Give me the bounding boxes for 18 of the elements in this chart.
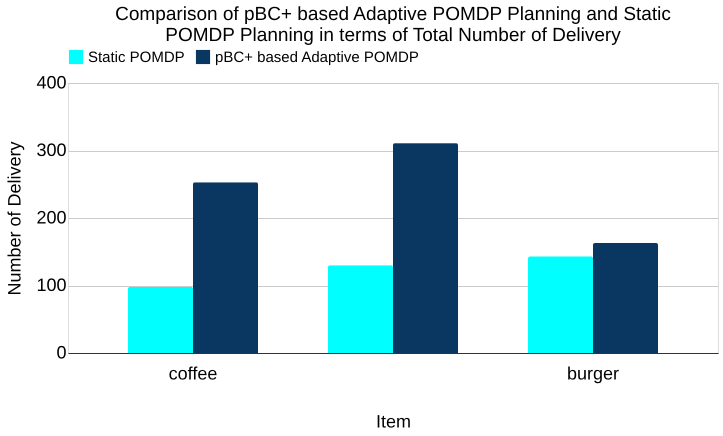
y-tick-label: 0 — [56, 342, 66, 362]
chart-title: Comparison of pBC+ based Adaptive POMDP Planning and Static POMDP Planning in terms of Total Number of Delivery — [115, 4, 671, 46]
x-tick-label: coffee — [168, 364, 218, 384]
y-tick-label: 100 — [36, 275, 66, 295]
legend-label: Static POMDP — [88, 49, 185, 66]
bar — [328, 265, 393, 353]
bar — [193, 182, 258, 353]
x-tick-label: burger — [566, 364, 620, 384]
bar — [528, 256, 593, 353]
bar — [128, 286, 193, 353]
y-tick-label: 300 — [36, 140, 66, 160]
legend-label: pBC+ based Adaptive POMDP — [215, 49, 419, 66]
x-axis-title: Item — [376, 412, 412, 432]
y-tick-label: 200 — [36, 208, 66, 228]
bar — [393, 143, 458, 353]
y-axis-title: Number of Delivery — [4, 141, 24, 296]
bar — [593, 242, 658, 353]
y-tick-label: 400 — [36, 72, 66, 92]
